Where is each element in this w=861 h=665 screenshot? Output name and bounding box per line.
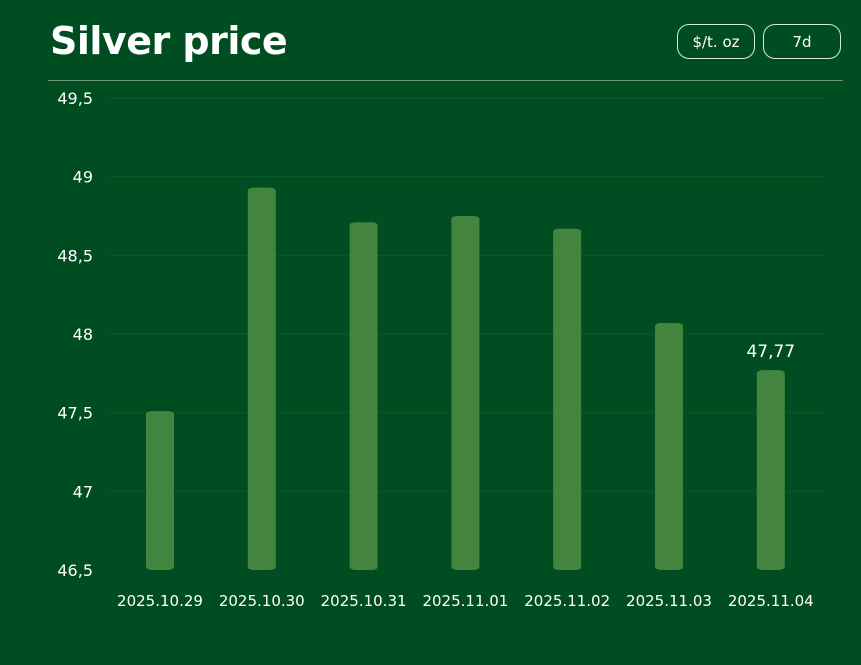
x-tick-label: 2025.11.01 <box>422 592 508 610</box>
bar-2025.10.30 <box>247 187 276 570</box>
header-divider <box>48 80 843 81</box>
x-tick-label: 2025.11.02 <box>524 592 610 610</box>
data-labels: 47,77 <box>746 342 795 362</box>
time-range-button[interactable]: 7d <box>763 24 841 59</box>
bar-2025.10.31 <box>349 222 378 570</box>
x-tick-label: 2025.11.04 <box>728 592 814 610</box>
y-tick-label: 48,5 <box>57 246 93 265</box>
x-tick-label: 2025.10.29 <box>117 592 203 610</box>
bar-2025.11.01 <box>451 216 480 570</box>
data-label: 47,77 <box>746 342 795 362</box>
bar-2025.11.04 <box>756 370 785 570</box>
y-tick-label: 49 <box>73 168 93 187</box>
unit-selector-button[interactable]: $/t. oz <box>677 24 755 59</box>
x-tick-label: 2025.10.30 <box>219 592 305 610</box>
bar-2025.11.02 <box>553 228 582 570</box>
bar-2025.11.03 <box>655 322 683 570</box>
y-tick-label: 48 <box>73 325 93 344</box>
chart-title: Silver price <box>50 19 288 63</box>
x-axis-ticks: 2025.10.29 2025.10.30 2025.10.31 2025.11.01… <box>117 592 814 610</box>
bars <box>146 187 785 570</box>
x-tick-label: 2025.11.03 <box>626 592 712 610</box>
chart-controls: $/t. oz 7d <box>677 24 841 59</box>
x-tick-label: 2025.10.31 <box>321 592 407 610</box>
y-tick-label: 46,5 <box>57 561 93 580</box>
y-tick-label: 47 <box>73 482 93 501</box>
y-tick-label: 47,5 <box>57 404 93 423</box>
y-axis-ticks: 46,5 47 47,5 48 48,5 49 49,5 <box>57 89 93 580</box>
bar-2025.10.29 <box>146 411 174 570</box>
y-tick-label: 49,5 <box>57 89 93 108</box>
